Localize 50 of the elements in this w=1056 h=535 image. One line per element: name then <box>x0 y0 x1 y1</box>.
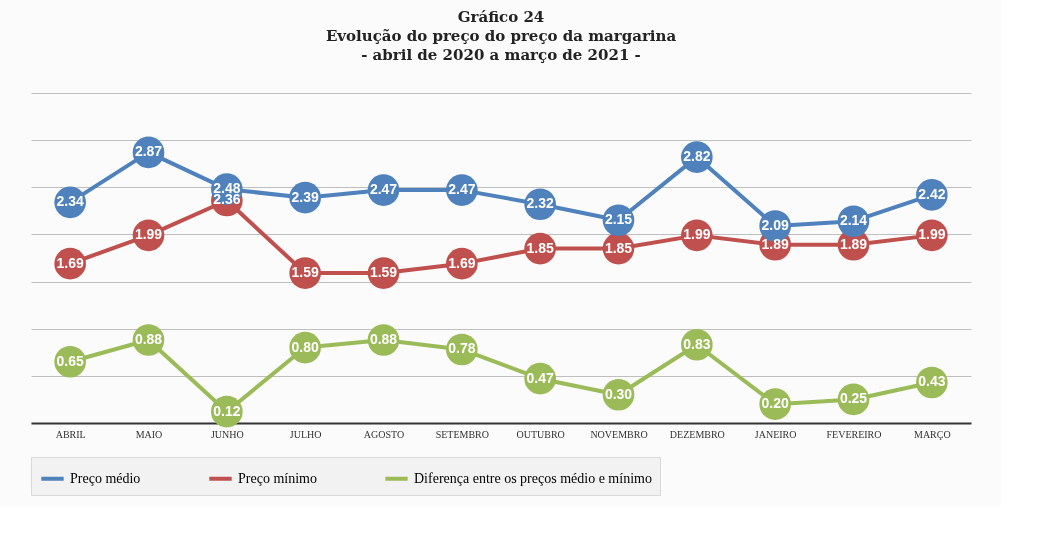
x-tick-label: ABRIL <box>55 428 86 440</box>
data-label: 1.85 <box>604 239 633 256</box>
x-tick-label: JUNHO <box>210 428 244 440</box>
data-label: 2.39 <box>291 188 319 205</box>
data-label: 1.85 <box>526 239 554 256</box>
data-label: 0.65 <box>56 352 84 369</box>
legend-label: Diferença entre os preços médio e mínimo <box>414 470 652 486</box>
data-label: 0.80 <box>291 338 319 355</box>
x-tick-label: MARÇO <box>913 428 951 440</box>
data-label: 1.59 <box>291 264 319 281</box>
x-tick-label: SETEMBRO <box>435 428 490 440</box>
data-label: 1.89 <box>761 235 789 252</box>
legend-label: Preço médio <box>70 470 141 486</box>
x-tick-label: MAIO <box>135 428 163 440</box>
data-label: 0.88 <box>369 331 398 348</box>
data-label: 2.14 <box>839 212 868 229</box>
chart-title: Gráfico 24 Evolução do preço do preço da margarina - abril de 2020 a março de 2021 - <box>325 8 677 64</box>
data-label: 0.47 <box>526 369 554 386</box>
x-tick-label: JULHO <box>289 428 322 440</box>
data-label: 2.82 <box>683 148 711 165</box>
data-label: 1.89 <box>839 235 868 252</box>
data-label: 0.88 <box>134 331 163 348</box>
x-tick-label: OUTUBRO <box>516 428 565 440</box>
data-label: 2.09 <box>761 216 789 233</box>
x-tick-label: DEZEMBRO <box>669 428 725 440</box>
data-label: 2.15 <box>604 211 633 228</box>
data-label: 2.42 <box>918 185 946 202</box>
x-tick-label: AGOSTO <box>363 428 405 440</box>
data-label: 0.30 <box>604 385 633 402</box>
data-label: 1.69 <box>448 254 476 271</box>
data-label: 1.99 <box>683 226 711 243</box>
data-label: 1.99 <box>134 226 163 243</box>
data-label: 0.78 <box>448 340 476 357</box>
data-label: 0.20 <box>761 395 789 412</box>
data-label: 1.99 <box>918 226 946 243</box>
x-tick-label: FEVEREIRO <box>826 428 882 440</box>
data-label: 2.87 <box>134 143 163 160</box>
x-tick-label: JANEIRO <box>754 428 797 440</box>
data-label: 0.43 <box>918 373 946 390</box>
data-label: 2.47 <box>369 181 398 198</box>
data-label: 2.47 <box>448 181 476 198</box>
legend-label: Preço mínimo <box>238 470 317 486</box>
data-label: 1.69 <box>56 254 84 271</box>
data-label: 0.12 <box>213 402 241 419</box>
data-label: 1.59 <box>369 264 398 281</box>
x-tick-label: NOVEMBRO <box>590 428 648 440</box>
data-label: 2.32 <box>526 195 554 212</box>
data-label: 0.25 <box>839 390 868 407</box>
data-label: 0.83 <box>683 335 711 352</box>
data-label: 2.34 <box>56 193 84 210</box>
